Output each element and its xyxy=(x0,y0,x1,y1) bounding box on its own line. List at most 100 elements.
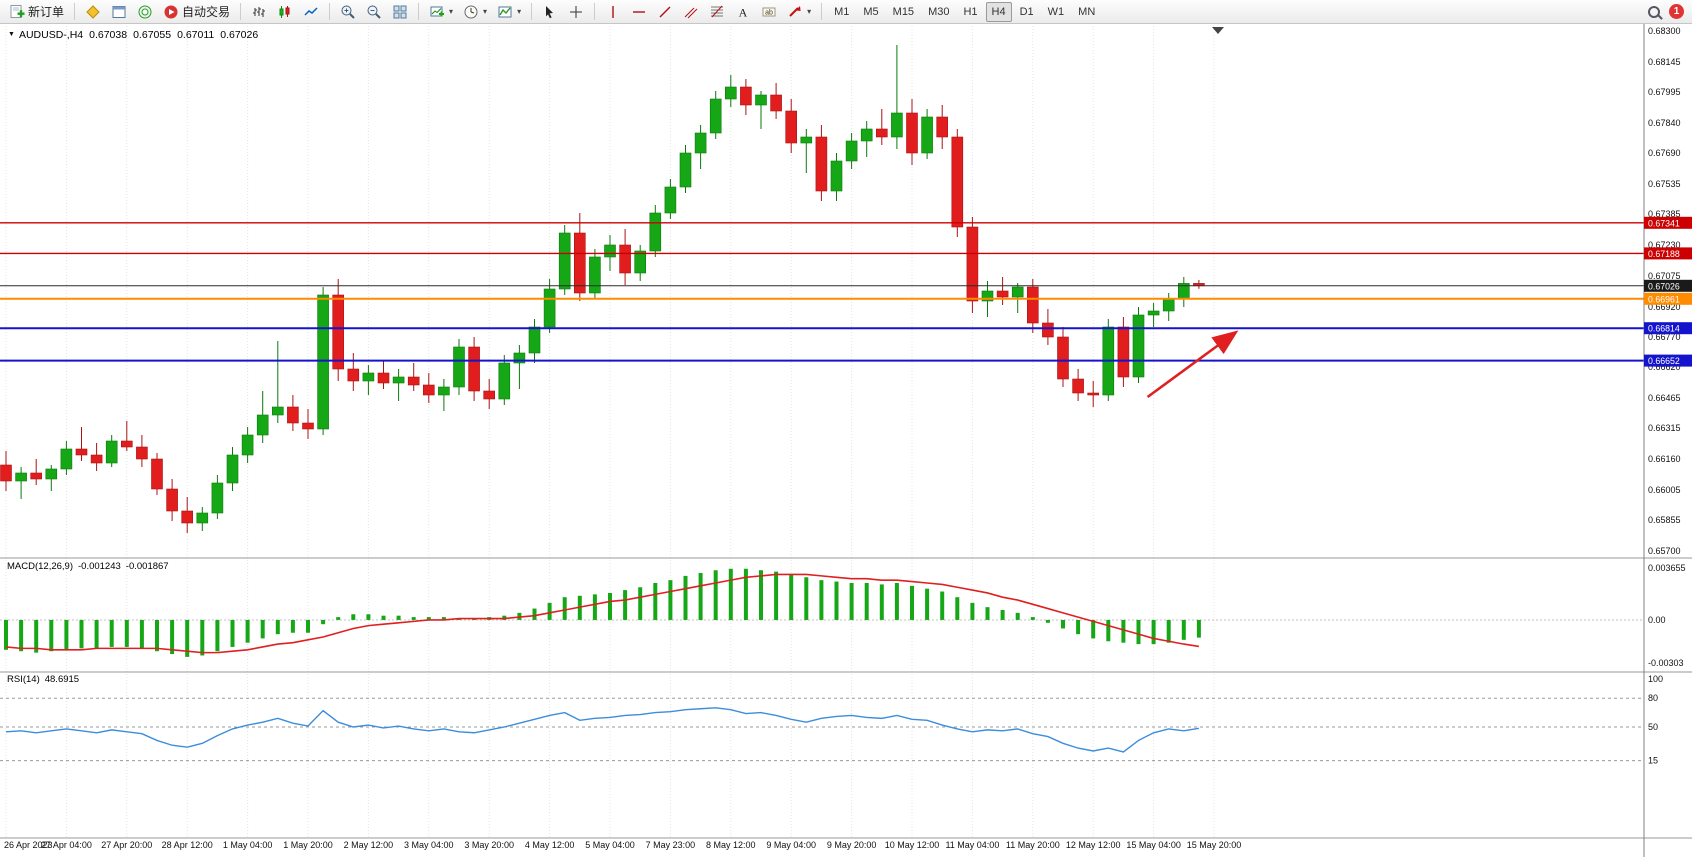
svg-text:0.66770: 0.66770 xyxy=(1648,332,1681,342)
svg-text:7 May 23:00: 7 May 23:00 xyxy=(646,840,696,850)
svg-text:11 May 04:00: 11 May 04:00 xyxy=(945,840,999,850)
rsi-panel: 100 80 50 15 xyxy=(0,674,1663,766)
new-order-button[interactable]: 新订单 xyxy=(5,2,68,22)
toolbar-separator xyxy=(74,3,76,20)
annotations-layer[interactable] xyxy=(1146,27,1239,399)
tile-windows-button[interactable] xyxy=(388,2,412,22)
macd-panel: 0.003655 0.00 -0.00303 xyxy=(0,563,1686,668)
svg-text:0.66315: 0.66315 xyxy=(1648,423,1681,433)
market-watch-button[interactable] xyxy=(81,2,105,22)
svg-text:27 Apr 20:00: 27 Apr 20:00 xyxy=(101,840,152,850)
chevron-down-icon: ▾ xyxy=(449,6,454,16)
chevron-down-icon: ▾ xyxy=(807,6,812,16)
svg-text:0.68300: 0.68300 xyxy=(1648,26,1681,36)
line-chart-icon xyxy=(303,4,319,20)
profiles-button[interactable]: ▾ xyxy=(459,2,491,22)
svg-text:80: 80 xyxy=(1648,693,1658,703)
tile-windows-icon xyxy=(392,4,408,20)
timeframe-w1[interactable]: W1 xyxy=(1042,2,1071,22)
svg-text:3 May 04:00: 3 May 04:00 xyxy=(404,840,454,850)
zoom-out-button[interactable] xyxy=(362,2,386,22)
svg-text:15 May 20:00: 15 May 20:00 xyxy=(1187,840,1242,850)
vertical-line-tool-button[interactable] xyxy=(601,2,625,22)
timeframe-m15[interactable]: M15 xyxy=(887,2,920,22)
crosshair-button[interactable] xyxy=(564,2,588,22)
new-order-icon xyxy=(9,4,25,20)
candlestick-chart-icon xyxy=(277,4,293,20)
data-window-icon xyxy=(111,4,127,20)
svg-text:0.66961: 0.66961 xyxy=(1648,294,1680,304)
channel-icon xyxy=(683,4,699,20)
svg-text:0.66920: 0.66920 xyxy=(1648,302,1681,312)
svg-text:0.66652: 0.66652 xyxy=(1648,356,1680,366)
svg-text:0.68145: 0.68145 xyxy=(1648,57,1681,67)
timeframe-m1[interactable]: M1 xyxy=(828,2,855,22)
svg-text:0.67075: 0.67075 xyxy=(1648,271,1681,281)
svg-text:12 May 12:00: 12 May 12:00 xyxy=(1066,840,1121,850)
svg-text:0.65855: 0.65855 xyxy=(1648,515,1681,525)
new-chart-button[interactable]: ▾ xyxy=(425,2,457,22)
notification-badge[interactable]: 1 xyxy=(1669,4,1684,19)
search-button[interactable] xyxy=(1644,2,1664,22)
navigator-button[interactable] xyxy=(133,2,157,22)
autotrading-button[interactable]: 自动交易 xyxy=(159,2,234,22)
trendline-tool-button[interactable] xyxy=(653,2,677,22)
indicators-icon xyxy=(497,4,513,20)
new-chart-icon xyxy=(429,4,445,20)
svg-text:0.67188: 0.67188 xyxy=(1648,249,1680,259)
chart-workspace: 0.003655 0.00 -0.00303 100 80 50 15 0.68300 0.… xyxy=(0,24,1692,857)
horizontal-line-tool-button[interactable] xyxy=(627,2,651,22)
svg-text:0.67385: 0.67385 xyxy=(1648,209,1681,219)
timeframe-mn[interactable]: MN xyxy=(1072,2,1101,22)
timeframe-h1[interactable]: H1 xyxy=(957,2,983,22)
svg-text:15: 15 xyxy=(1648,756,1658,766)
text-icon: A xyxy=(735,4,751,20)
timeframe-m5[interactable]: M5 xyxy=(857,2,884,22)
svg-text:8 May 12:00: 8 May 12:00 xyxy=(706,840,756,850)
clock-icon xyxy=(463,4,479,20)
price-axis-badges: 0.67341 0.67188 0.66961 0.66814 0.66652 0.670… xyxy=(1644,216,1692,367)
svg-text:0.66465: 0.66465 xyxy=(1648,393,1681,403)
toolbar: 新订单 自动交易 xyxy=(0,0,1692,24)
cursor-button[interactable] xyxy=(538,2,562,22)
svg-text:A: A xyxy=(739,5,748,19)
svg-text:0.66160: 0.66160 xyxy=(1648,454,1681,464)
label-tool-button[interactable]: ab xyxy=(757,2,781,22)
svg-text:5 May 04:00: 5 May 04:00 xyxy=(585,840,635,850)
arrows-tool-button[interactable]: ▾ xyxy=(783,2,815,22)
svg-text:-0.00303: -0.00303 xyxy=(1648,658,1684,668)
svg-text:0.67690: 0.67690 xyxy=(1648,148,1681,158)
autotrading-label: 自动交易 xyxy=(182,5,231,19)
zoom-in-icon xyxy=(340,4,356,20)
market-watch-icon xyxy=(85,4,101,20)
svg-text:11 May 20:00: 11 May 20:00 xyxy=(1006,840,1060,850)
data-window-button[interactable] xyxy=(107,2,131,22)
toolbar-separator xyxy=(329,3,331,20)
horizontal-lines-layer[interactable] xyxy=(0,222,1644,362)
svg-text:0.67535: 0.67535 xyxy=(1648,179,1681,189)
svg-text:0.67026: 0.67026 xyxy=(1648,281,1680,291)
fibonacci-tool-button[interactable] xyxy=(705,2,729,22)
indicators-button[interactable]: ▾ xyxy=(493,2,525,22)
bar-chart-button[interactable] xyxy=(247,2,271,22)
timeframe-h4[interactable]: H4 xyxy=(985,1,1012,22)
chevron-down-icon: ▾ xyxy=(483,6,488,16)
timeframe-d1[interactable]: D1 xyxy=(1014,2,1040,22)
zoom-in-button[interactable] xyxy=(336,2,360,22)
text-tool-button[interactable]: A xyxy=(731,2,755,22)
candles-layer xyxy=(0,45,1205,533)
svg-text:1 May 04:00: 1 May 04:00 xyxy=(223,840,273,850)
timeframe-m30[interactable]: M30 xyxy=(922,2,955,22)
channel-tool-button[interactable] xyxy=(679,2,703,22)
axes-layer[interactable]: 0.68300 0.68145 0.67995 0.67840 0.67690 0.675… xyxy=(0,24,1692,857)
toolbar-separator xyxy=(531,3,533,20)
zoom-out-icon xyxy=(366,4,382,20)
svg-text:0.00: 0.00 xyxy=(1648,615,1666,625)
svg-text:26 Apr 2023: 26 Apr 2023 xyxy=(4,840,53,850)
line-chart-button[interactable] xyxy=(299,2,323,22)
candlestick-chart-button[interactable] xyxy=(273,2,297,22)
svg-text:0.67341: 0.67341 xyxy=(1648,218,1680,228)
svg-text:0.66814: 0.66814 xyxy=(1648,324,1680,334)
